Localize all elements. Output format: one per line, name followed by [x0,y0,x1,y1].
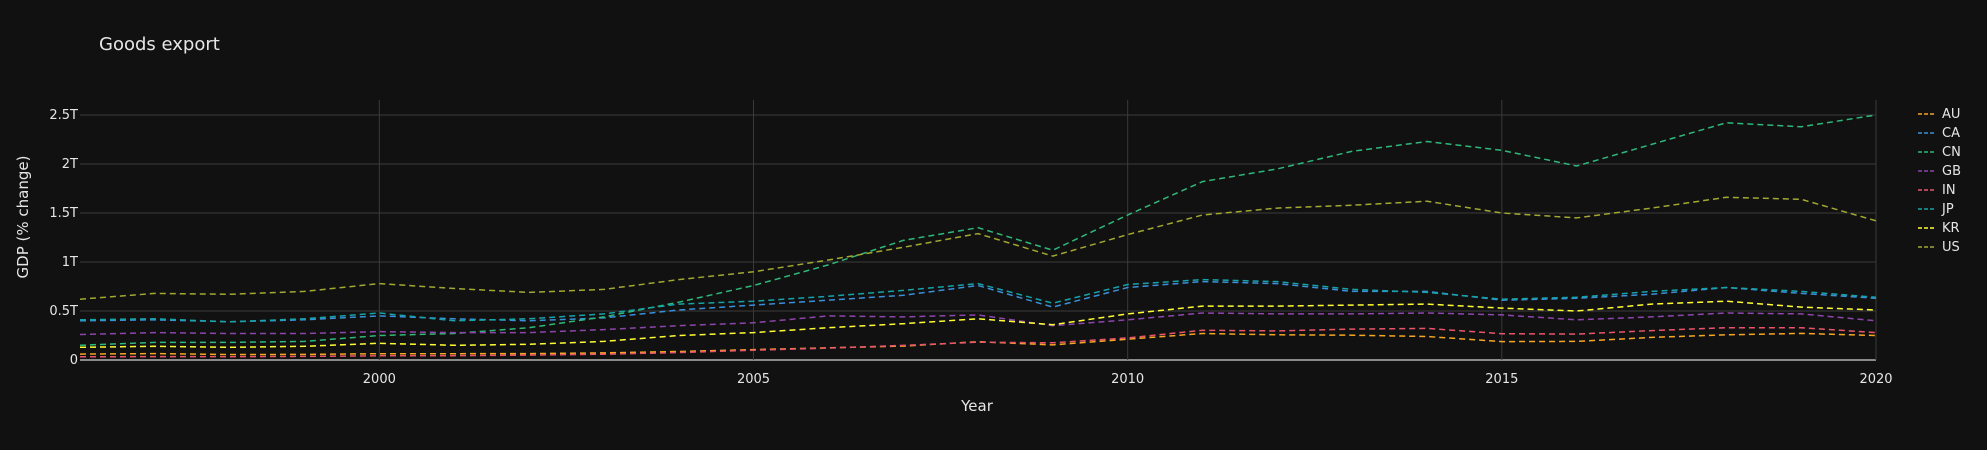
legend-label-us[interactable]: US [1942,240,1960,255]
y-tick-label: 0 [70,353,78,368]
series-group [79,114,1877,358]
y-tick-label: 1T [62,255,78,270]
x-tick-label: 2015 [1485,372,1518,387]
legend: AU CA CN GB IN JP KR US [1918,107,1961,255]
legend-label-cn[interactable]: CN [1942,145,1961,160]
x-axis: 2000 2005 2010 2015 2020 [363,372,1893,387]
y-tick-label: 0.5T [49,304,78,319]
x-axis-title: Year [960,397,994,415]
legend-label-ca[interactable]: CA [1942,126,1960,141]
series-line-cn [79,114,1877,347]
series-line-us [79,196,1877,300]
legend-label-in[interactable]: IN [1942,183,1956,198]
legend-label-gb[interactable]: GB [1942,164,1961,179]
legend-label-kr[interactable]: KR [1942,221,1960,236]
legend-label-au[interactable]: AU [1942,107,1960,122]
y-tick-label: 2.5T [49,108,78,123]
y-axis-title: GDP (% change) [14,156,32,279]
grid-lines [80,100,1877,361]
series-line-ca [79,280,1877,323]
y-tick-label: 1.5T [49,206,78,221]
chart-title: Goods export [99,34,220,55]
x-tick-label: 2005 [737,372,770,387]
x-tick-label: 2010 [1111,372,1144,387]
y-tick-label: 2T [62,157,78,172]
series-line-jp [79,278,1877,323]
y-axis: 0 0.5T 1T 1.5T 2T 2.5T [49,108,78,368]
x-tick-label: 2020 [1859,372,1892,387]
x-tick-label: 2000 [363,372,396,387]
legend-label-jp[interactable]: JP [1941,202,1954,217]
